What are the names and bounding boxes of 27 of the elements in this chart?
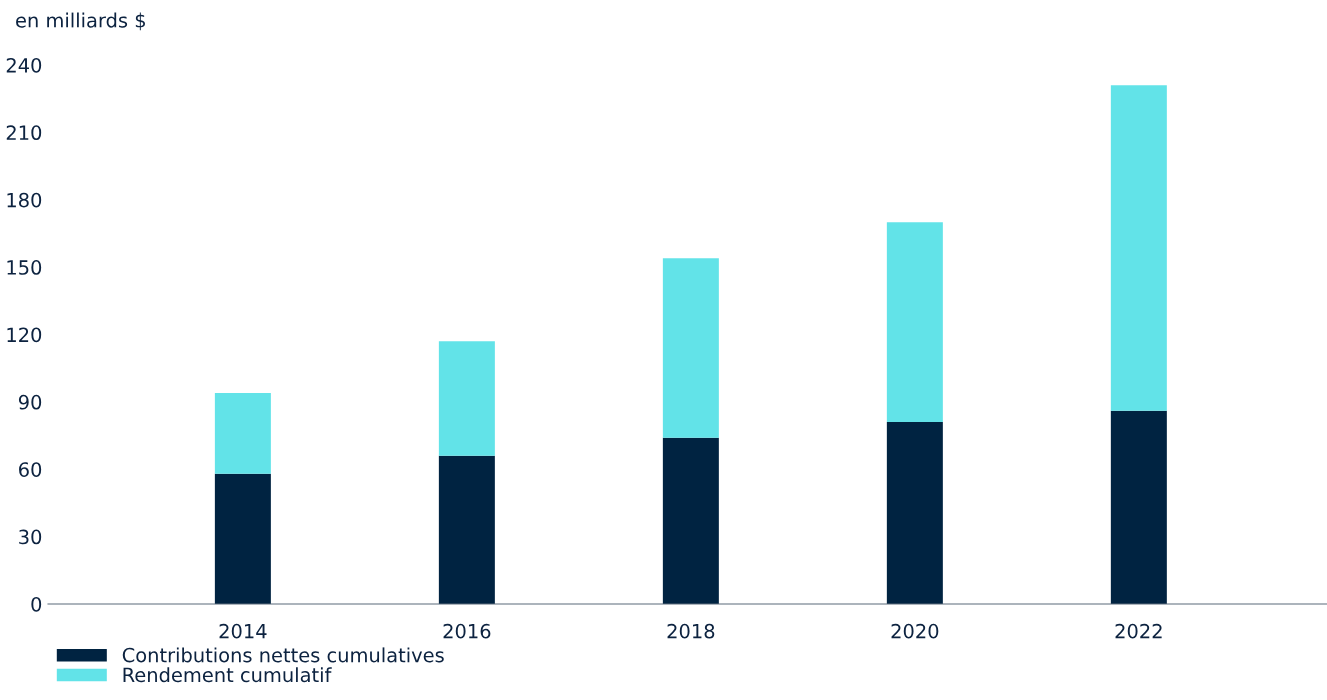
y-tick-label: 180 <box>7 192 42 208</box>
x-tick-label: 2022 <box>1115 623 1162 639</box>
x-tick-label: 2018 <box>667 623 715 639</box>
bar <box>662 437 719 604</box>
bar <box>1110 85 1167 411</box>
bar <box>886 422 943 604</box>
y-tick-label: 120 <box>7 327 42 343</box>
x-tick-label: 2016 <box>443 623 491 639</box>
bar <box>214 473 271 604</box>
x-tick-label: 2014 <box>219 623 267 639</box>
y-axis-title: en milliards $ <box>16 12 145 31</box>
x-tick-label: 2020 <box>891 623 939 639</box>
y-tick-label: 210 <box>6 125 42 141</box>
legend-label: Contributions nettes cumulatives <box>122 647 444 663</box>
y-tick-label: 90 <box>18 394 42 410</box>
bar <box>1110 410 1167 604</box>
y-tick-label: 150 <box>7 260 42 275</box>
bar <box>662 258 719 438</box>
bar <box>438 341 495 456</box>
y-tick-label: 240 <box>6 57 42 73</box>
y-tick-label: 60 <box>19 462 42 477</box>
bar <box>214 392 271 474</box>
bar <box>438 455 495 604</box>
y-tick-label: 30 <box>19 529 42 545</box>
bar <box>886 222 943 423</box>
legend-label: Rendement cumulatif <box>123 667 332 683</box>
y-tick-label: 0 <box>31 596 42 612</box>
